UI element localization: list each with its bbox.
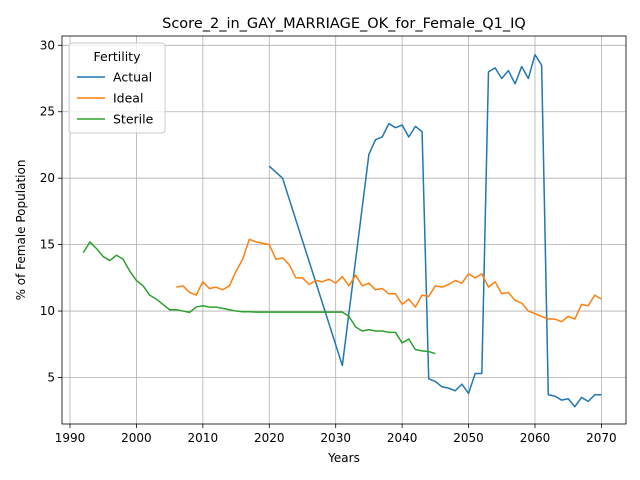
x-tick-label: 2000 — [121, 431, 152, 445]
series-lines — [82, 53, 602, 408]
legend-label-sterile: Sterile — [113, 112, 154, 127]
legend: Fertility Actual Ideal Sterile — [68, 42, 166, 134]
x-tick-label: 2020 — [254, 431, 285, 445]
series-line-actual — [268, 53, 602, 408]
legend-title: Fertility — [94, 49, 142, 64]
x-tick-label: 2030 — [320, 431, 351, 445]
legend-box — [68, 42, 166, 134]
x-tick-label: 2060 — [520, 431, 551, 445]
x-axis-label: Years — [327, 451, 360, 465]
series-line-sterile — [82, 241, 436, 355]
grid — [62, 36, 626, 424]
y-tick-label: 25 — [40, 105, 55, 119]
legend-label-actual: Actual — [113, 70, 152, 85]
legend-label-ideal: Ideal — [113, 91, 143, 106]
y-tick-label: 10 — [40, 304, 55, 318]
y-tick-label: 20 — [40, 171, 55, 185]
x-tick-label: 2070 — [586, 431, 617, 445]
series-line-ideal — [176, 238, 602, 323]
y-tick-label: 30 — [40, 38, 55, 52]
x-tick-label: 2040 — [387, 431, 418, 445]
x-tick-label: 2010 — [188, 431, 219, 445]
axes: 1990 2000 2010 2020 2030 2040 2050 2060 20705101… — [40, 35, 627, 445]
y-axis-label: % of Female Population — [14, 160, 28, 301]
plot-frame — [61, 35, 627, 425]
chart-title: Score_2_in_GAY_MARRIAGE_OK_for_Female_Q1… — [162, 16, 526, 32]
x-tick-label: 2050 — [453, 431, 484, 445]
y-tick-label: 5 — [47, 370, 55, 384]
x-tick-label: 1990 — [55, 431, 86, 445]
legend-items: Actual Ideal Sterile — [77, 70, 154, 127]
y-tick-label: 15 — [40, 238, 55, 252]
